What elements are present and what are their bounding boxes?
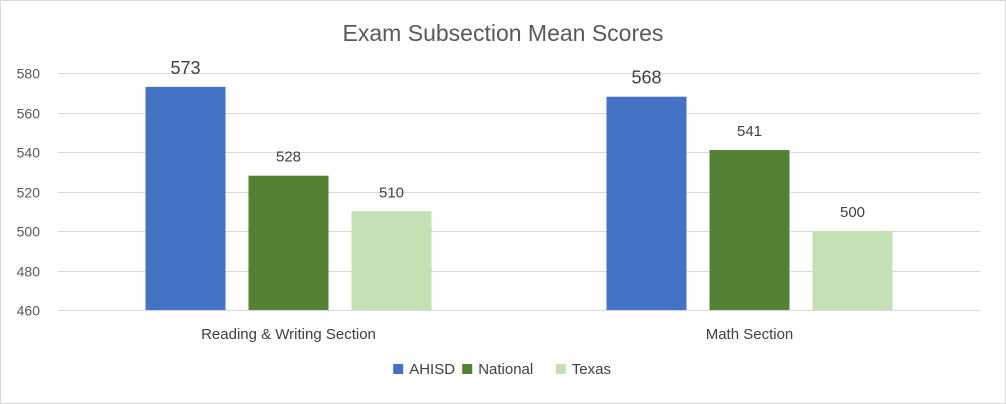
bar-ahisd bbox=[145, 86, 226, 310]
x-category-label: Math Section bbox=[706, 326, 794, 343]
y-tick-label: 480 bbox=[17, 264, 41, 280]
data-labels: 573 528 510 568 541 500 bbox=[170, 58, 865, 221]
bar-national bbox=[248, 175, 329, 310]
x-axis: Reading & Writing Section Math Section bbox=[201, 326, 793, 343]
data-label: 500 bbox=[840, 204, 865, 221]
chart-title: Exam Subsection Mean Scores bbox=[343, 20, 664, 46]
data-label: 528 bbox=[276, 149, 301, 166]
bar-ahisd bbox=[606, 96, 687, 310]
data-label: 573 bbox=[170, 58, 200, 78]
legend-swatch bbox=[393, 364, 404, 374]
y-tick-label: 560 bbox=[17, 106, 41, 122]
legend-label: AHISD bbox=[409, 361, 455, 378]
y-tick-label: 520 bbox=[17, 185, 41, 201]
x-category-label: Reading & Writing Section bbox=[201, 326, 376, 343]
y-axis: 460 480 500 520 540 560 580 bbox=[17, 66, 41, 319]
bars bbox=[145, 86, 893, 310]
legend-swatch bbox=[555, 364, 566, 374]
y-tick-label: 500 bbox=[17, 224, 41, 240]
legend: AHISD National Texas bbox=[393, 361, 611, 378]
bar-national bbox=[709, 150, 790, 310]
y-tick-label: 460 bbox=[17, 303, 41, 319]
bar-texas bbox=[351, 211, 432, 310]
y-tick-label: 580 bbox=[17, 66, 41, 82]
legend-swatch bbox=[462, 364, 473, 374]
data-label: 510 bbox=[379, 184, 404, 201]
legend-label: Texas bbox=[572, 361, 611, 378]
bar-texas bbox=[812, 231, 893, 310]
y-tick-label: 540 bbox=[17, 145, 41, 161]
data-label: 568 bbox=[631, 68, 661, 88]
data-label: 541 bbox=[737, 123, 762, 140]
legend-label: National bbox=[478, 361, 533, 378]
